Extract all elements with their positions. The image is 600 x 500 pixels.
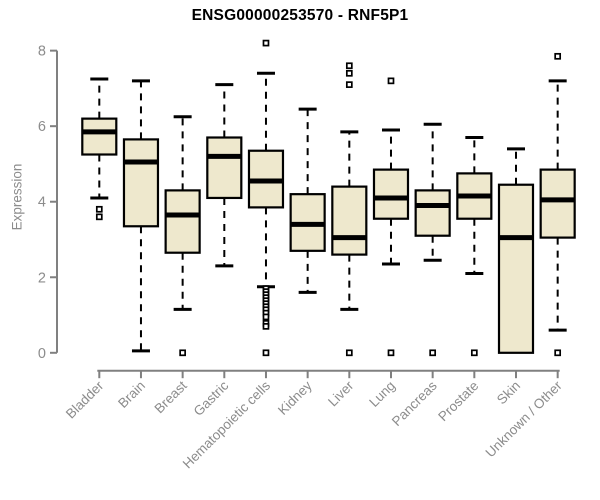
box-bladder [81,117,118,156]
outlier-point-hematopoietic-cells [262,323,270,330]
x-tick-label: Lung [366,378,398,410]
box-breast [164,189,201,254]
box-skin [497,183,535,354]
y-tick-label: 0 [38,346,46,362]
outlier-point-lung [387,349,395,357]
outlier-point-liver [345,62,353,70]
x-tick-label: Kidney [275,378,315,418]
y-tick-label: 6 [38,119,46,135]
x-tick-label: Prostate [435,378,481,424]
y-tick-label: 8 [38,44,46,60]
outlier-point-bladder [95,205,103,213]
box-gastric [206,136,243,200]
x-tick-label: Bladder [63,378,107,422]
outlier-point-prostate [470,349,478,357]
box-liver [331,185,368,256]
outlier-point-breast [179,349,186,357]
outlier-point-pancreas [429,349,437,357]
box-lung [372,168,410,220]
box-brain [122,138,160,228]
x-tick-label: Unknown / Other [483,378,566,461]
x-tick-label: Breast [152,378,190,416]
outlier-point-unknown-other [554,52,562,60]
x-tick-label: Gastric [191,378,232,419]
x-tick-label: Skin [494,378,523,407]
chart-title: ENSG00000253570 - RNF5P1 [191,7,409,24]
outlier-point-liver [345,81,353,88]
outlier-point-hematopoietic-cells [262,39,270,47]
outlier-point-lung [387,77,395,85]
outlier-point-unknown-other [554,349,562,357]
x-tick-label: Brain [115,378,148,411]
box-pancreas [414,189,451,237]
x-tick-label: Pancreas [389,378,440,429]
x-tick-label: Liver [325,378,357,410]
y-tick-label: 2 [38,270,46,286]
box-unknown-other [539,168,576,239]
y-tick-label: 4 [38,195,46,211]
outlier-point-hematopoietic-cells [262,349,270,357]
outlier-point-bladder [95,213,103,221]
outlier-point-liver [345,69,353,77]
outlier-point-hematopoietic-cells [262,313,270,321]
outlier-point-liver [345,349,353,357]
